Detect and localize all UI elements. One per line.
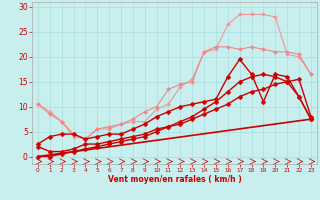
X-axis label: Vent moyen/en rafales ( km/h ): Vent moyen/en rafales ( km/h ) — [108, 175, 241, 184]
